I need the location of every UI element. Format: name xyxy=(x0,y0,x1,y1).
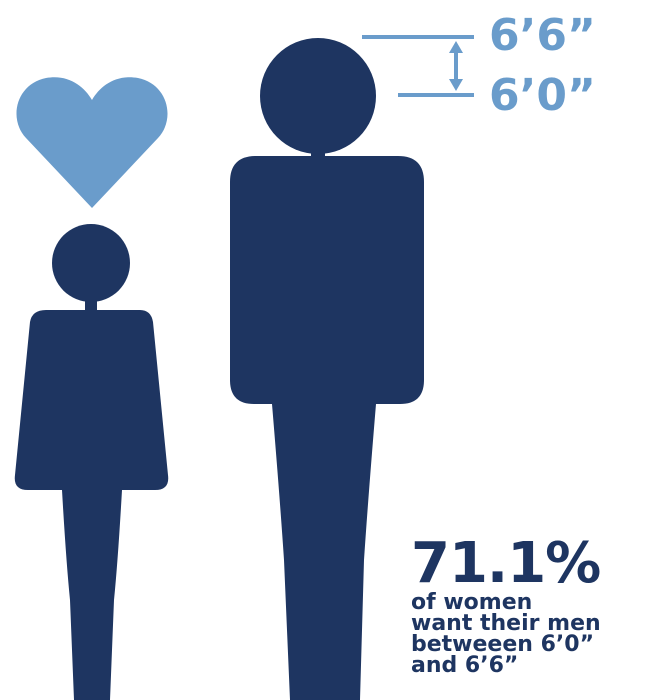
stat-percent: 71.1% xyxy=(411,531,601,596)
arrow-head-up xyxy=(449,41,463,53)
stat-line: and 6’6” xyxy=(411,653,519,678)
lower-height-label: 6’0” xyxy=(489,70,596,121)
stat-callout: 71.1% of women want their men betweeen 6… xyxy=(411,531,601,678)
man-body xyxy=(230,156,424,700)
woman-figure-icon xyxy=(14,224,169,700)
heart-icon xyxy=(16,77,168,209)
stat-line: of women xyxy=(411,590,533,615)
height-range-indicator xyxy=(362,35,474,97)
arrow-head-down xyxy=(449,79,463,91)
man-figure-icon xyxy=(230,38,424,700)
stat-line: betweeen 6’0” xyxy=(411,632,595,657)
stat-line: want their men xyxy=(411,611,601,636)
woman-head xyxy=(52,224,130,302)
man-head xyxy=(260,38,376,154)
upper-height-label: 6’6” xyxy=(489,10,596,61)
woman-body xyxy=(14,310,169,700)
